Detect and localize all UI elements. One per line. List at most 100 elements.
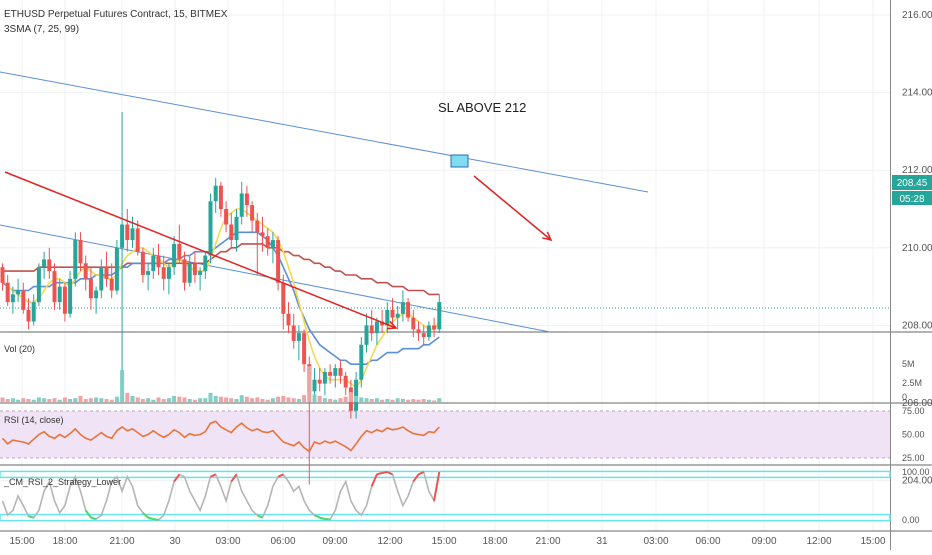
rsi-tick-label: 50.00	[902, 430, 925, 440]
candle-body	[281, 283, 285, 314]
candle-body	[21, 290, 25, 309]
candle-body	[266, 236, 270, 248]
x-tick-label: 03:00	[215, 536, 240, 547]
x-tick-label: 06:00	[695, 536, 720, 547]
candle-body	[229, 225, 233, 241]
volume-bar	[245, 397, 249, 402]
candle-body	[365, 325, 369, 344]
volume-bar	[219, 397, 223, 402]
volume-label: Vol (20)	[4, 344, 35, 354]
candle-body	[198, 271, 202, 275]
candle-body	[437, 302, 441, 329]
volume-tick-label: 2.5M	[902, 378, 922, 388]
volume-bar	[193, 400, 197, 402]
candle-body	[391, 310, 395, 318]
candle-body	[302, 333, 306, 364]
volume-bar	[266, 400, 270, 402]
volume-panel	[1, 366, 442, 402]
candle-body	[63, 287, 67, 314]
candle-body	[240, 193, 244, 216]
candle-body	[84, 263, 88, 279]
candle-body	[370, 325, 374, 333]
candle-body	[385, 310, 389, 326]
volume-bar	[172, 396, 176, 402]
x-tick-label: 15:00	[860, 536, 885, 547]
volume-bar	[183, 397, 187, 402]
candle-body	[99, 267, 103, 290]
cm-reference-band	[0, 471, 890, 477]
x-tick-label: 03:00	[643, 536, 668, 547]
volume-bar	[255, 397, 259, 402]
candle-body	[120, 225, 124, 248]
volume-bar	[73, 398, 77, 402]
candle-body	[32, 302, 36, 321]
sma-indicator-label: 3SMA (7, 25, 99)	[4, 24, 79, 35]
candle-body	[328, 372, 332, 376]
volume-bar	[136, 397, 140, 402]
x-tick-label: 06:00	[270, 536, 295, 547]
x-tick-label: 15:00	[9, 536, 34, 547]
candle-body	[141, 252, 145, 275]
candle-body	[427, 325, 431, 337]
volume-bar	[162, 399, 166, 402]
volume-bar	[411, 399, 415, 402]
candle-body	[73, 240, 77, 279]
candle-body	[313, 380, 317, 392]
sl-marker-box	[451, 155, 468, 167]
candle-body	[417, 329, 421, 333]
volume-bar	[157, 397, 161, 402]
volume-bar	[224, 397, 228, 402]
y-tick-label: 214.00	[902, 88, 932, 99]
candle-body	[297, 333, 301, 341]
volume-bar	[302, 395, 306, 402]
candle-body	[318, 380, 322, 384]
volume-bar	[391, 400, 395, 402]
cm-oversold-segment	[29, 516, 34, 517]
volume-bar	[307, 366, 311, 402]
cm-tick-label: 0.00	[902, 515, 920, 525]
volume-bar	[141, 399, 145, 402]
volume-bar	[229, 398, 233, 402]
candle-body	[131, 228, 135, 240]
candle-body	[396, 314, 400, 318]
volume-bar	[198, 398, 202, 402]
candle-body	[359, 345, 363, 380]
volume-bar	[281, 396, 285, 402]
candle-body	[79, 240, 83, 263]
candle-body	[136, 228, 140, 251]
volume-bar	[240, 395, 244, 402]
candle-body	[47, 259, 51, 271]
cm-overbought-segment	[387, 472, 392, 474]
volume-bar	[16, 400, 20, 402]
x-tick-label: 15:00	[431, 536, 456, 547]
volume-bar	[401, 399, 405, 402]
candle-body	[115, 248, 119, 291]
candle-body	[235, 217, 239, 240]
volume-bar	[349, 392, 353, 402]
candle-body	[219, 186, 223, 209]
volume-bar	[120, 370, 124, 402]
volume-bar	[370, 399, 374, 402]
volume-bar	[396, 398, 400, 402]
volume-tick-label: 0	[902, 392, 907, 402]
last-price-value: 208.45	[897, 178, 928, 189]
volume-bar	[354, 396, 358, 402]
chart-title: ETHUSD Perpetual Futures Contract, 15, B…	[4, 9, 228, 20]
candle-body	[276, 240, 280, 283]
volume-bar	[146, 398, 150, 402]
candle-body	[344, 376, 348, 388]
volume-bar	[94, 397, 98, 402]
volume-bar	[209, 393, 213, 402]
y-tick-label: 208.00	[902, 320, 932, 331]
volume-bar	[359, 397, 363, 402]
candle-body	[68, 279, 72, 314]
candle-body	[209, 201, 213, 255]
volume-bar	[27, 399, 31, 402]
down-arrow-short	[474, 176, 551, 240]
volume-bar	[84, 399, 88, 402]
candle-body	[224, 209, 228, 225]
volume-bar	[188, 399, 192, 402]
candle-body	[406, 302, 410, 318]
